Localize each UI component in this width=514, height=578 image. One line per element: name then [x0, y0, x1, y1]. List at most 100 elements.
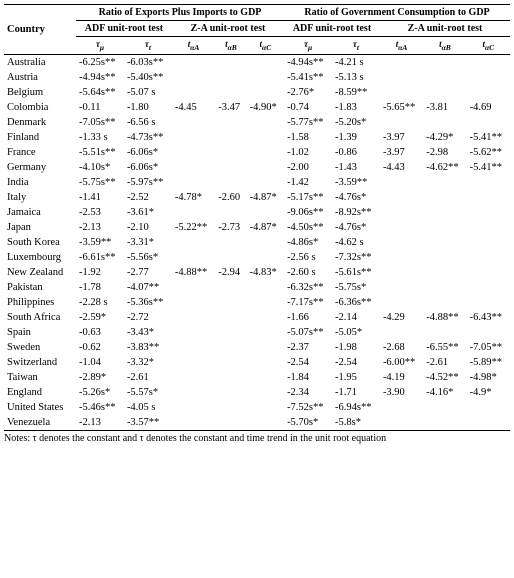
cell-value [215, 160, 246, 175]
sym-taC-2: tαC [467, 37, 510, 55]
cell-country: South Korea [4, 235, 76, 250]
cell-value: -0.74 [284, 100, 332, 115]
cell-value [467, 205, 510, 220]
cell-country: Venezuela [4, 415, 76, 431]
table-body: Australia-6.25s**-6.03s**-4.94s**-4.21 s… [4, 54, 510, 430]
cell-value: -6.32s** [284, 280, 332, 295]
cell-country: India [4, 175, 76, 190]
table-row: Philippines-2.28 s-5.36s**-7.17s**-6.36s… [4, 295, 510, 310]
cell-value [247, 175, 284, 190]
cell-value: -4.05 s [124, 400, 172, 415]
cell-value [423, 265, 466, 280]
table-row: Luxembourg-6.61s**-5.56s*-2.56 s-7.32s** [4, 250, 510, 265]
cell-value: -2.34 [284, 385, 332, 400]
cell-value [423, 220, 466, 235]
cell-value [172, 145, 215, 160]
cell-country: Italy [4, 190, 76, 205]
cell-value: -4.76s* [332, 190, 380, 205]
cell-value [467, 295, 510, 310]
group-gov: Ratio of Government Consumption to GDP [284, 5, 510, 21]
cell-value [247, 250, 284, 265]
cell-value: -4.94s** [76, 70, 124, 85]
sym-tau-t-2: τt [332, 37, 380, 55]
cell-value: -6.56 s [124, 115, 172, 130]
cell-value [247, 415, 284, 431]
cell-value [423, 175, 466, 190]
cell-value: -4.16* [423, 385, 466, 400]
cell-value [380, 220, 423, 235]
cell-value [247, 280, 284, 295]
cell-value [215, 415, 246, 431]
cell-value: -6.36s** [332, 295, 380, 310]
cell-value: -6.55** [423, 340, 466, 355]
cell-value: -4.69 [467, 100, 510, 115]
cell-value: -1.33 s [76, 130, 124, 145]
cell-value: -2.54 [332, 355, 380, 370]
cell-value: -2.53 [76, 205, 124, 220]
cell-value: -4.62 s [332, 235, 380, 250]
cell-country: Australia [4, 54, 76, 70]
cell-value: -4.10s* [76, 160, 124, 175]
cell-value [215, 85, 246, 100]
cell-value [172, 250, 215, 265]
cell-value: -1.39 [332, 130, 380, 145]
cell-value: -0.11 [76, 100, 124, 115]
cell-value: -2.14 [332, 310, 380, 325]
cell-value [423, 190, 466, 205]
cell-value [380, 415, 423, 431]
cell-value: -4.50s** [284, 220, 332, 235]
cell-value: -5.56s* [124, 250, 172, 265]
cell-value: -5.8s* [332, 415, 380, 431]
cell-value: -2.72 [124, 310, 172, 325]
cell-value: -5.07s** [284, 325, 332, 340]
cell-value [247, 70, 284, 85]
cell-value [172, 355, 215, 370]
cell-value: -0.86 [332, 145, 380, 160]
cell-value [172, 70, 215, 85]
cell-value [172, 54, 215, 70]
cell-value [247, 54, 284, 70]
cell-value [215, 370, 246, 385]
cell-value: -4.76s* [332, 220, 380, 235]
sym-tau-mu-1: τμ [76, 37, 124, 55]
cell-value [247, 355, 284, 370]
cell-value [172, 400, 215, 415]
cell-value [423, 85, 466, 100]
cell-value: -5.57s* [124, 385, 172, 400]
cell-value: -4.88** [423, 310, 466, 325]
cell-value: -5.46s** [76, 400, 124, 415]
sym-taC-1: tαC [247, 37, 284, 55]
hdr-za-1: Z-A unit-root test [172, 21, 284, 37]
table-row: Venezuela-2.13-3.57**-5.70s*-5.8s* [4, 415, 510, 431]
cell-value: -1.66 [284, 310, 332, 325]
cell-value [423, 325, 466, 340]
cell-value: -4.87* [247, 190, 284, 205]
cell-value: -2.98 [423, 145, 466, 160]
cell-country: Jamaica [4, 205, 76, 220]
cell-value: -8.92s** [332, 205, 380, 220]
cell-value: -1.58 [284, 130, 332, 145]
sym-tau-t-1: τt [124, 37, 172, 55]
cell-value: -1.04 [76, 355, 124, 370]
cell-value [380, 115, 423, 130]
table-row: Taiwan-2.89*-2.61-1.84-1.95-4.19-4.52**-… [4, 370, 510, 385]
cell-value [467, 250, 510, 265]
cell-value: -5.51s** [76, 145, 124, 160]
cell-country: Luxembourg [4, 250, 76, 265]
cell-value: -1.78 [76, 280, 124, 295]
cell-value: -3.59** [76, 235, 124, 250]
cell-value: -3.81 [423, 100, 466, 115]
table-row: Denmark-7.05s**-6.56 s-5.77s**-5.20s* [4, 115, 510, 130]
cell-value [380, 205, 423, 220]
cell-value: -6.25s** [76, 54, 124, 70]
cell-value [467, 220, 510, 235]
cell-value: -2.13 [76, 220, 124, 235]
cell-country: Denmark [4, 115, 76, 130]
cell-value: -3.59** [332, 175, 380, 190]
table-row: Switzerland-1.04-3.32*-2.54-2.54-6.00**-… [4, 355, 510, 370]
sym-taA-2: tαA [380, 37, 423, 55]
cell-value [215, 385, 246, 400]
table-row: New Zealand-1.92-2.77-4.88**-2.94-4.83*-… [4, 265, 510, 280]
cell-value [380, 175, 423, 190]
cell-value [380, 295, 423, 310]
